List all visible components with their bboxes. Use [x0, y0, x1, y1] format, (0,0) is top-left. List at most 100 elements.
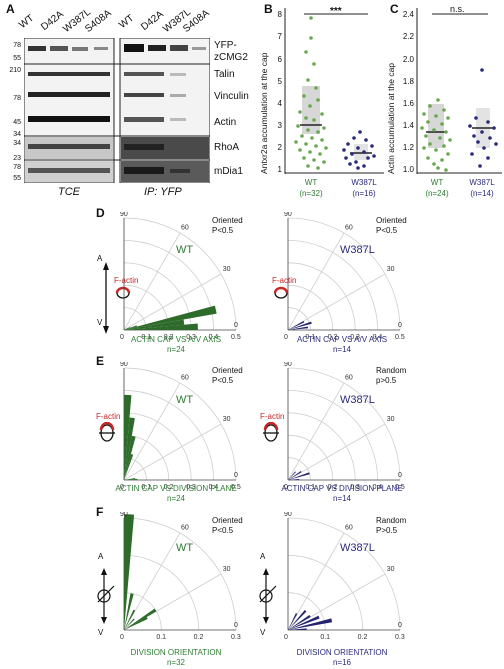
rose-wedge — [124, 618, 135, 630]
angle-tick: 90 — [120, 512, 128, 518]
polar-d-mut: 90 60 30 0 0 0.1 0.2 0.3 0.4 0.5 — [284, 212, 405, 341]
panel-b-group-wt: WT — [304, 178, 318, 187]
protein-label: mDia1 — [214, 166, 243, 177]
rose-wedge — [288, 609, 307, 630]
angle-tick: 60 — [181, 224, 189, 231]
panel-f-label: F — [96, 505, 104, 519]
mw-marker: 78 — [13, 95, 21, 102]
blot-footer-tce: TCE — [58, 186, 80, 198]
radial-tick: 0.2 — [328, 334, 338, 341]
lane-label: WT — [17, 12, 37, 32]
polar-spoke — [287, 573, 386, 631]
mw-marker: 55 — [13, 55, 21, 62]
y-tick: 4 — [277, 99, 282, 108]
condition-label: W387L — [340, 394, 375, 406]
protein-label: zCMG2 — [214, 52, 248, 63]
radial-tick: 0.3 — [350, 484, 360, 491]
lane-label: D42A — [139, 8, 166, 33]
polar-spoke — [287, 382, 345, 481]
radial-tick: 0.1 — [320, 634, 330, 641]
polar-ring — [287, 412, 356, 481]
rose-wedge — [288, 479, 300, 480]
panel-b-group-mut-n: (n=16) — [352, 189, 376, 198]
y-tick: 2.0 — [402, 55, 414, 64]
polar-ring — [287, 262, 356, 331]
division-plane-cell-icon — [99, 422, 115, 442]
angle-tick: 90 — [284, 512, 292, 518]
polar-ring — [123, 592, 162, 631]
lane-label: WT — [117, 12, 137, 32]
polar-spoke — [123, 573, 222, 631]
y-tick: 1 — [277, 165, 282, 174]
angle-tick: 90 — [120, 362, 128, 368]
radial-tick: 0 — [120, 634, 124, 641]
polar-ring — [287, 217, 401, 331]
rose-wedge — [124, 305, 217, 330]
angle-tick: 60 — [345, 224, 353, 231]
stat-label: Random — [376, 366, 407, 375]
radial-tick: 0.1 — [305, 334, 315, 341]
panel-c-group-wt: WT — [430, 178, 444, 187]
panel-a-label: A — [6, 2, 15, 16]
stat-label: P<0.5 — [212, 226, 234, 235]
polar-ring — [123, 217, 237, 331]
mw-marker: 23 — [13, 155, 21, 162]
polar-ring — [287, 307, 311, 331]
rose-wedge — [124, 454, 134, 480]
angle-tick: 90 — [284, 212, 292, 218]
panel-c-ylabel: Actin accumulation at the cap — [386, 62, 396, 174]
mw-marker: 45 — [13, 119, 21, 126]
rose-wedge — [288, 321, 312, 330]
polar-spoke — [123, 382, 181, 481]
radial-tick: 0.5 — [231, 334, 241, 341]
polar-ring — [287, 517, 401, 631]
rose-wedge — [124, 608, 157, 630]
angle-tick: 60 — [345, 374, 353, 381]
angle-tick: 0 — [234, 472, 238, 479]
angle-tick: 30 — [223, 566, 231, 573]
radial-tick: 0 — [120, 334, 124, 341]
radial-tick: 0 — [284, 334, 288, 341]
y-tick: 1.2 — [402, 143, 414, 152]
polar-title: ACTIN CAP VS A/V AXIS — [296, 335, 388, 344]
polar-n: n=16 — [332, 658, 352, 667]
polar-e-wt: 90 60 30 0 0 0.1 0.2 0.3 0.4 0.5 — [120, 362, 241, 491]
polar-ring — [123, 390, 214, 481]
stat-label: Oriented — [376, 216, 407, 225]
radial-tick: 0.2 — [328, 484, 338, 491]
axis-v-label: V — [98, 628, 104, 637]
radial-tick: 0.5 — [231, 484, 241, 491]
polar-e-mut: 90 60 30 0 0 0.1 0.2 0.3 0.4 0.5 — [284, 362, 405, 491]
panel-b-label: B — [264, 2, 273, 16]
angle-tick: 30 — [387, 266, 395, 273]
protein-label: YFP- — [214, 40, 237, 51]
radial-tick: 0.3 — [395, 634, 405, 641]
condition-label: WT — [176, 542, 194, 554]
polar-title: ACTIN CAP VS A/V AXIS — [130, 335, 222, 344]
panel-c-significance: n.s. — [450, 4, 465, 14]
factin-label: F-actin — [260, 412, 285, 421]
y-tick: 2.4 — [402, 10, 414, 19]
mw-marker: 34 — [13, 140, 21, 147]
radial-tick: 0.4 — [209, 484, 219, 491]
angle-tick: 30 — [387, 416, 395, 423]
blot-footer-ip: IP: YFP — [144, 186, 182, 198]
polar-ring — [287, 240, 378, 331]
polar-spoke — [287, 232, 345, 331]
condition-label: WT — [176, 244, 194, 256]
polar-title: ACTIN CAP VS DIVISION PLANE — [281, 484, 403, 493]
radial-tick: 0.1 — [141, 334, 151, 341]
panel-e-label: E — [96, 354, 105, 368]
panel-c-plot — [416, 8, 502, 174]
y-tick: 1.8 — [402, 77, 414, 86]
radial-tick: 0.4 — [373, 334, 383, 341]
rose-wedge — [288, 615, 311, 630]
rose-wedge — [288, 628, 307, 630]
polar-spoke — [287, 423, 386, 481]
condition-label: WT — [176, 394, 194, 406]
panel-b-significance: *** — [330, 6, 342, 17]
rose-wedge — [288, 321, 305, 330]
panel-b-group-mut: W387L — [351, 178, 377, 187]
mw-marker: 210 — [9, 67, 21, 74]
polar-ring — [123, 554, 200, 631]
